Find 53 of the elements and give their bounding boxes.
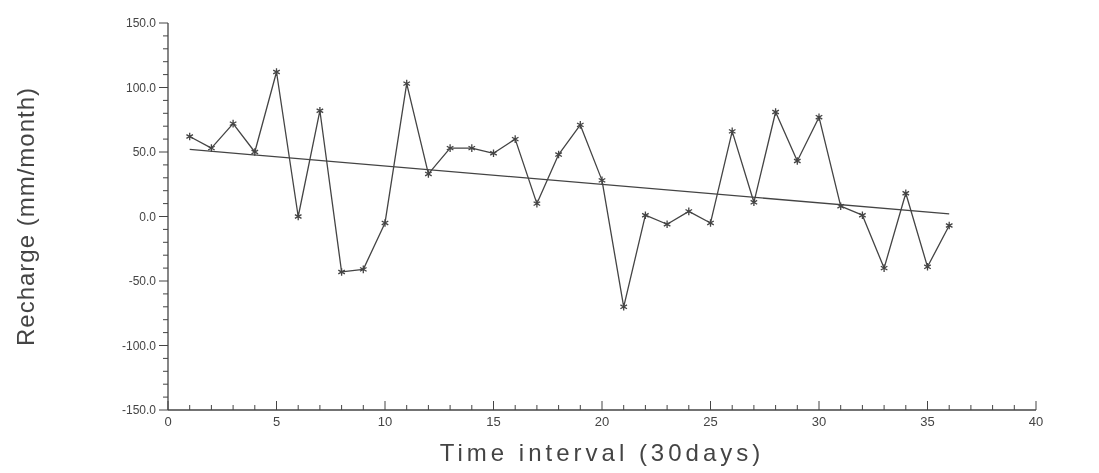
x-tick-label: 0	[164, 414, 172, 429]
point	[229, 119, 238, 129]
point	[771, 107, 780, 117]
point	[294, 212, 303, 221]
x-tick-label: 25	[703, 414, 718, 429]
y-tick-label: -50.0	[128, 274, 157, 288]
point	[619, 302, 628, 312]
point	[945, 221, 954, 230]
x-axis-title: Time interval (30days)	[439, 439, 765, 466]
point	[815, 112, 823, 122]
point	[793, 156, 802, 166]
y-axis-title: Recharge (mm/month)	[12, 86, 39, 347]
point	[402, 79, 411, 89]
point	[598, 175, 606, 185]
point	[749, 197, 758, 207]
x-tick-label: 30	[811, 414, 827, 429]
point	[272, 67, 281, 77]
y-tick-label: 150.0	[125, 16, 157, 30]
point	[663, 219, 672, 229]
y-tick-label: 0.0	[139, 209, 157, 224]
point	[641, 210, 650, 220]
point	[554, 150, 563, 160]
point	[923, 262, 932, 272]
point	[728, 126, 737, 136]
point	[511, 134, 520, 144]
point	[250, 147, 259, 157]
point	[359, 264, 368, 274]
point	[446, 143, 455, 153]
point	[858, 210, 867, 220]
point	[337, 267, 346, 277]
point	[706, 218, 715, 228]
x-tick-label: 40	[1028, 414, 1044, 429]
x-tick-label: 20	[594, 414, 610, 429]
x-tick-label: 15	[486, 414, 501, 429]
point	[489, 148, 498, 158]
point	[684, 206, 693, 216]
point	[901, 188, 910, 198]
point	[576, 120, 585, 130]
x-tick-label: 5	[272, 414, 281, 429]
y-tick-label: -100.0	[121, 338, 157, 353]
y-tick-label: 50.0	[132, 145, 157, 159]
x-tick-label: 35	[920, 414, 935, 429]
point	[467, 143, 476, 153]
point	[836, 201, 845, 211]
y-tick-label: 100.0	[125, 80, 157, 95]
point	[207, 143, 216, 153]
point	[185, 132, 194, 141]
point	[532, 199, 541, 209]
point	[880, 263, 889, 273]
point	[424, 169, 433, 179]
point	[381, 218, 389, 228]
y-tick-label: -150.0	[121, 403, 157, 417]
x-tick-label: 10	[377, 414, 393, 429]
